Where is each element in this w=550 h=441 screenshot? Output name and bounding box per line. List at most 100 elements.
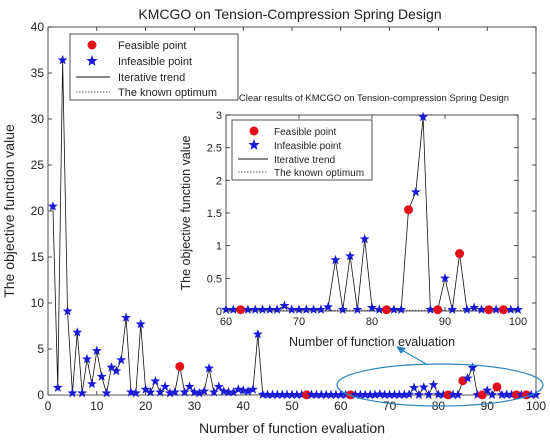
zoom-arrow: [399, 348, 429, 366]
feasible-point: [236, 305, 246, 315]
feasible-point: [484, 305, 494, 315]
y-tick-label: 1: [216, 241, 222, 253]
infeasible-point: [487, 389, 498, 400]
infeasible-point: [311, 389, 322, 400]
infeasible-point: [57, 54, 68, 65]
infeasible-point: [272, 304, 283, 314]
infeasible-point: [506, 389, 517, 400]
feasible-point: [443, 390, 453, 400]
infeasible-point: [410, 186, 421, 197]
infeasible-point: [208, 387, 219, 397]
infeasible-point: [355, 389, 366, 400]
infeasible-point: [399, 389, 410, 400]
infeasible-point: [189, 387, 200, 397]
feasible-point: [302, 390, 312, 400]
infeasible-point: [111, 365, 122, 376]
inset-legend-infeasible-star-icon: [248, 139, 260, 150]
infeasible-point: [482, 385, 493, 395]
infeasible-point: [335, 389, 346, 400]
infeasible-point: [360, 389, 371, 400]
infeasible-point: [267, 389, 278, 400]
infeasible-point: [150, 376, 161, 386]
feasible-point: [175, 361, 185, 371]
x-tick-label: 90: [481, 399, 495, 413]
feasible-point: [477, 390, 487, 400]
infeasible-point: [62, 306, 73, 316]
infeasible-point: [374, 304, 385, 314]
infeasible-point: [116, 354, 127, 365]
inset-title: Clear results of KMCGO on Tension-compre…: [239, 93, 509, 104]
main-legend: Feasible point Infeasible point Iterativ…: [69, 33, 239, 101]
x-axis-label: Number of function evaluation: [199, 420, 385, 436]
infeasible-point: [264, 304, 275, 314]
zoom-region-ellipse: [336, 363, 544, 407]
infeasible-point: [531, 389, 541, 400]
infeasible-point: [396, 304, 407, 314]
infeasible-point: [370, 389, 380, 400]
infeasible-point: [409, 382, 419, 393]
infeasible-point: [106, 362, 117, 372]
feasible-point: [433, 305, 443, 315]
legend-trend-label: Iterative trend: [118, 72, 185, 84]
legend-infeasible-star-icon: [86, 55, 98, 66]
infeasible-point: [425, 304, 436, 314]
infeasible-point: [467, 362, 478, 372]
infeasible-point: [101, 387, 112, 398]
y-axis-label: The objective function value: [1, 124, 17, 298]
feasible-point: [346, 390, 356, 400]
x-tick-label: 100: [509, 316, 527, 328]
x-tick-label: 20: [139, 399, 153, 413]
inset-legend-trend-label: Iterative trend: [274, 155, 335, 166]
infeasible-point: [72, 327, 83, 337]
inset-legend-optimum-label: The known optimum: [274, 168, 364, 179]
x-tick-label: 60: [334, 399, 348, 413]
infeasible-point: [389, 389, 400, 400]
infeasible-point: [323, 301, 334, 312]
main-markers-layer: [47, 54, 541, 400]
infeasible-point: [352, 304, 363, 314]
infeasible-point: [315, 304, 326, 314]
y-tick-label: 15: [31, 250, 45, 264]
y-tick-label: 40: [31, 20, 45, 34]
infeasible-point: [496, 389, 507, 400]
infeasible-point: [82, 353, 92, 364]
infeasible-point: [394, 389, 405, 400]
infeasible-point: [243, 386, 254, 396]
x-tick-label: 90: [439, 316, 451, 328]
infeasible-point: [501, 389, 512, 399]
infeasible-point: [52, 382, 63, 392]
y-tick-label: 0.5: [207, 273, 222, 285]
infeasible-point: [262, 389, 273, 400]
legend-feasible-icon: [87, 40, 97, 50]
infeasible-point: [221, 304, 231, 314]
y-tick-label: 20: [31, 204, 45, 218]
legend-infeasible-label: Infeasible point: [118, 56, 192, 68]
infeasible-point: [286, 304, 297, 314]
infeasible-point: [337, 304, 348, 314]
y-tick-label: 2.5: [207, 143, 222, 155]
infeasible-point: [160, 381, 171, 391]
legend-feasible-label: Feasible point: [118, 40, 187, 52]
infeasible-point: [250, 304, 261, 314]
infeasible-point: [213, 381, 224, 391]
x-tick-label: 80: [366, 316, 378, 328]
infeasible-point: [306, 389, 317, 400]
x-tick-label: 70: [383, 399, 397, 413]
infeasible-point: [277, 389, 288, 400]
infeasible-point: [472, 389, 483, 400]
infeasible-point: [204, 363, 214, 373]
infeasible-point: [130, 387, 141, 398]
infeasible-point: [461, 304, 472, 314]
x-tick-label: 100: [526, 399, 546, 413]
y-tick-label: 25: [31, 158, 45, 172]
inset-legend: Feasible point Infeasible point Iterativ…: [231, 119, 373, 181]
infeasible-point: [316, 389, 327, 400]
inset-legend-infeasible-label: Infeasible point: [274, 141, 341, 152]
infeasible-point: [438, 389, 449, 400]
feasible-point: [382, 305, 392, 315]
infeasible-point: [462, 373, 473, 383]
infeasible-point: [350, 389, 361, 400]
infeasible-point: [374, 389, 385, 399]
feasible-point: [498, 305, 508, 315]
